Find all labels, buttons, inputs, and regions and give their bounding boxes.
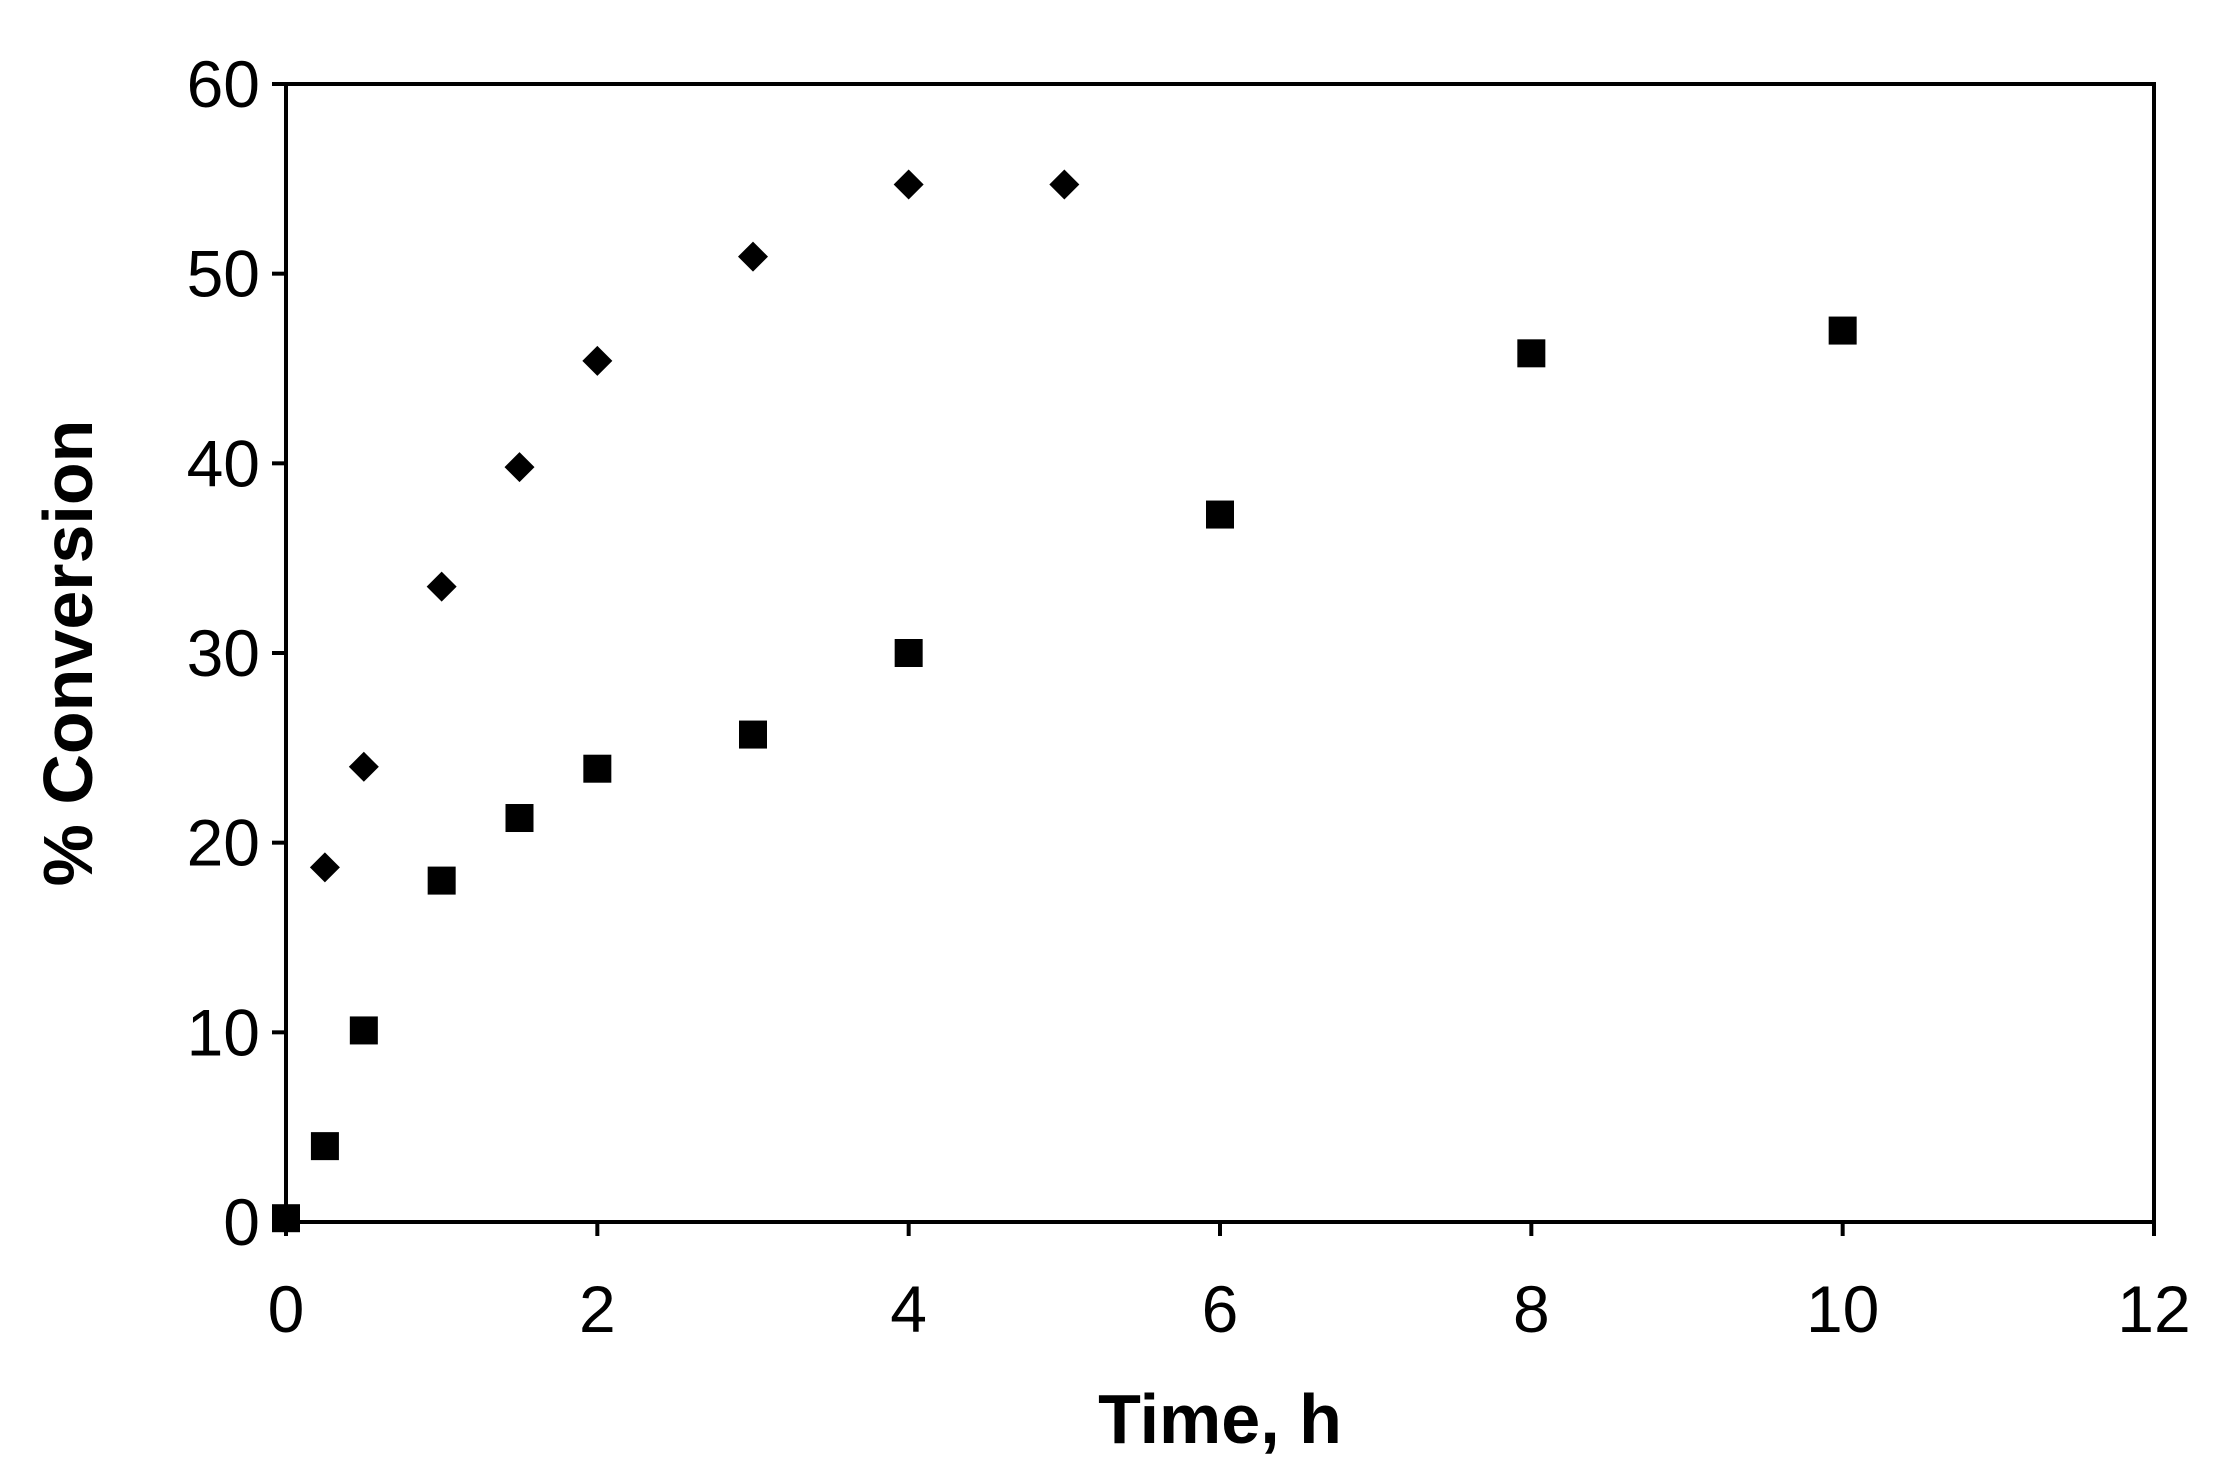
y-tick-label: 20	[187, 806, 260, 880]
y-tick-label: 10	[187, 995, 260, 1069]
square-point	[505, 804, 534, 833]
square-point	[1517, 339, 1546, 368]
diamond-point	[582, 345, 613, 376]
x-tick-label: 4	[890, 1272, 927, 1346]
y-tick-label: 50	[187, 237, 260, 311]
diamond-point	[309, 852, 340, 883]
plot-frame	[284, 82, 2156, 1224]
y-tick-label: 0	[223, 1185, 260, 1259]
x-axis-ticks: 0 2 4 6 8 10 12	[268, 1222, 2191, 1346]
square-point	[272, 1204, 300, 1233]
square-point	[894, 639, 923, 667]
y-tick-label: 30	[187, 616, 260, 690]
diamond-point	[348, 751, 379, 782]
x-tick-label: 12	[2117, 1272, 2190, 1346]
x-tick-label: 10	[1806, 1272, 1879, 1346]
square-point	[583, 754, 612, 783]
y-axis-ticks: 0 10 20 30 40 50 60	[187, 47, 286, 1259]
x-tick-label: 8	[1513, 1272, 1550, 1346]
square-point	[1206, 500, 1234, 529]
diamond-point	[738, 241, 768, 272]
diamond-point	[1049, 169, 1080, 200]
square-point	[739, 720, 767, 749]
x-tick-label: 0	[268, 1272, 305, 1346]
square-point	[427, 866, 456, 895]
y-tick-label: 60	[187, 47, 260, 121]
x-tick-label: 6	[1202, 1272, 1239, 1346]
diamond-point	[893, 169, 924, 200]
x-tick-label: 2	[579, 1272, 616, 1346]
y-tick-label: 40	[187, 426, 260, 500]
diamond-point	[504, 452, 535, 483]
data-marks	[272, 169, 1857, 1233]
square-point	[1828, 316, 1857, 345]
x-axis-title: Time, h	[1098, 1380, 1342, 1458]
diamond-point	[426, 571, 457, 602]
square-point	[349, 1016, 378, 1045]
y-axis-title: % Conversion	[29, 420, 107, 887]
square-point	[310, 1132, 339, 1161]
